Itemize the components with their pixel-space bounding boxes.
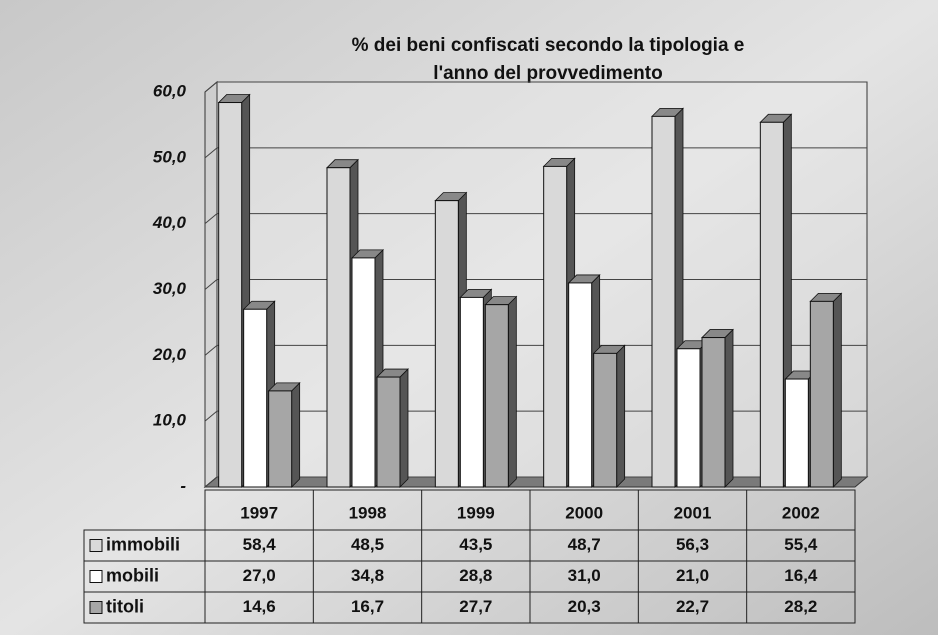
bar bbox=[376, 376, 401, 488]
grid-line bbox=[204, 81, 867, 93]
x-tick-label: 2002 bbox=[782, 503, 820, 522]
chart-title: % dei beni confiscati secondo la tipolog… bbox=[352, 35, 745, 56]
grid-line bbox=[204, 410, 867, 422]
table-value: 27,7 bbox=[459, 597, 492, 616]
y-tick-label: 10,0 bbox=[153, 411, 187, 430]
bar bbox=[676, 348, 701, 488]
y-tick-label: - bbox=[180, 476, 186, 495]
y-tick-label: 60,0 bbox=[153, 81, 187, 100]
bar bbox=[701, 337, 726, 488]
grid-line bbox=[204, 344, 867, 356]
table-value: 28,2 bbox=[784, 597, 817, 616]
grid-line bbox=[204, 279, 867, 290]
x-tick-label: 1999 bbox=[457, 503, 495, 522]
y-tick-label: 30,0 bbox=[153, 279, 187, 298]
x-tick-label: 2001 bbox=[674, 503, 712, 522]
legend-label: titoli bbox=[106, 596, 144, 616]
y-tick-label: 40,0 bbox=[152, 213, 187, 232]
table-value: 55,4 bbox=[784, 535, 818, 554]
bar-side bbox=[291, 381, 301, 488]
bar bbox=[809, 300, 834, 488]
table-value: 58,4 bbox=[243, 535, 277, 554]
table-value: 16,7 bbox=[351, 597, 384, 616]
legend-label: mobili bbox=[106, 565, 159, 585]
table-value: 31,0 bbox=[568, 566, 601, 585]
x-tick-label: 1997 bbox=[240, 503, 278, 522]
table-value: 43,5 bbox=[459, 535, 492, 554]
bar bbox=[784, 378, 809, 488]
y-tick-label: 50,0 bbox=[153, 147, 187, 166]
grid-line bbox=[204, 213, 867, 225]
bar bbox=[218, 102, 243, 488]
bar bbox=[434, 200, 459, 488]
table-value: 14,6 bbox=[243, 597, 276, 616]
table-value: 22,7 bbox=[676, 597, 709, 616]
legend-swatch bbox=[89, 601, 103, 614]
bar bbox=[593, 352, 618, 488]
bar bbox=[351, 257, 376, 488]
table-value: 20,3 bbox=[568, 597, 601, 616]
table-value: 48,5 bbox=[351, 535, 384, 554]
table-value: 48,7 bbox=[568, 535, 601, 554]
legend-swatch bbox=[89, 570, 103, 583]
bar-side bbox=[724, 328, 734, 488]
bar bbox=[268, 390, 293, 488]
bar bbox=[459, 296, 484, 488]
legend-label: immobili bbox=[106, 534, 180, 554]
x-tick-label: 2000 bbox=[565, 503, 603, 522]
table-value: 16,4 bbox=[784, 566, 818, 585]
bar-side bbox=[507, 295, 517, 488]
bar bbox=[651, 115, 676, 488]
table-value: 27,0 bbox=[243, 566, 276, 585]
x-tick-label: 1998 bbox=[349, 503, 387, 522]
bar bbox=[326, 167, 351, 488]
table-value: 56,3 bbox=[676, 535, 709, 554]
y-tick-label: 20,0 bbox=[152, 345, 187, 364]
bar-side bbox=[399, 368, 409, 488]
bar bbox=[243, 308, 268, 488]
bar bbox=[568, 282, 593, 488]
bar-side bbox=[832, 292, 842, 488]
grid-line bbox=[204, 476, 867, 488]
bar-side bbox=[616, 344, 626, 488]
bar bbox=[484, 304, 509, 488]
legend-swatch bbox=[89, 539, 103, 552]
chart-title: l'anno del provvedimento bbox=[433, 63, 662, 84]
table-value: 21,0 bbox=[676, 566, 709, 585]
grid-line bbox=[204, 147, 867, 159]
bar bbox=[759, 121, 784, 488]
table-value: 34,8 bbox=[351, 566, 384, 585]
bar bbox=[543, 165, 568, 488]
table-value: 28,8 bbox=[459, 566, 492, 585]
